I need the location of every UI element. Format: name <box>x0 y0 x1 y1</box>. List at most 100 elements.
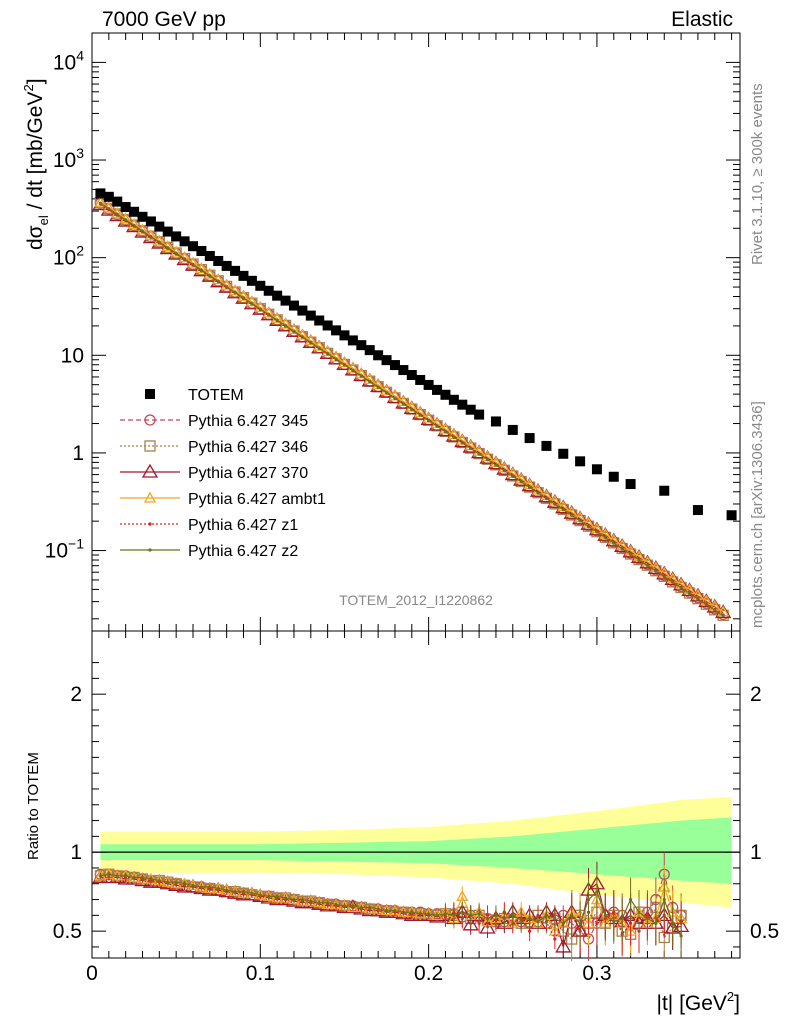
ratio-point-z2 <box>317 901 321 905</box>
point-TOTEM <box>608 471 619 482</box>
legend-label-370: Pythia 6.427 370 <box>188 465 308 482</box>
point-ambt1 <box>296 328 309 340</box>
ratio-point-z2 <box>132 875 136 880</box>
point-TOTEM <box>288 300 299 311</box>
ratio-point-z2 <box>140 875 145 880</box>
point-z2 <box>603 536 607 540</box>
ratio-point-z2 <box>544 913 549 917</box>
ratio-point-z2 <box>309 899 313 903</box>
point-z2 <box>267 313 271 317</box>
point-z2 <box>511 474 515 478</box>
point-z2 <box>292 329 296 333</box>
point-TOTEM <box>221 260 232 271</box>
point-TOTEM <box>507 424 518 435</box>
point-z2 <box>124 218 128 222</box>
point-TOTEM <box>432 384 443 395</box>
point-z2 <box>174 251 178 255</box>
point-z2 <box>225 285 229 289</box>
ratio-ytick-label-right: 1 <box>750 841 762 864</box>
point-TOTEM <box>95 188 106 199</box>
ratio-point-z2 <box>326 901 330 905</box>
main-ylabel: dσel / dt [mb/GeV2] <box>21 78 51 250</box>
ratio-ytick-label-right: 0.5 <box>750 920 779 943</box>
tick-exp: 4 <box>76 47 84 63</box>
ratio-point-z2 <box>225 888 229 892</box>
point-370 <box>698 593 715 608</box>
ratio-ytick-label-right: 2 <box>750 683 762 706</box>
main-ytick-label: 103 <box>53 145 84 172</box>
tick-exp: 2 <box>76 243 84 259</box>
ratio-point-z2 <box>107 872 111 876</box>
ratio-point-z2 <box>553 916 557 921</box>
point-ambt1 <box>287 323 301 335</box>
ratio-point-z2 <box>485 916 490 921</box>
point-TOTEM <box>137 211 148 222</box>
main-plot-frame <box>91 32 741 632</box>
point-TOTEM <box>238 270 249 281</box>
ratio-point-z2 <box>628 897 633 902</box>
point-TOTEM <box>297 305 308 316</box>
ratio-point-z2 <box>671 921 675 925</box>
point-TOTEM <box>322 320 333 331</box>
point-z2 <box>578 519 582 523</box>
ratio-point-370 <box>462 916 479 931</box>
ratio-point-z2 <box>98 874 103 878</box>
point-z2 <box>351 368 355 372</box>
point-TOTEM <box>230 265 241 276</box>
ratio-point-370 <box>555 938 572 953</box>
point-z2 <box>326 352 330 356</box>
point-z2 <box>140 229 145 233</box>
main-ytick-label: 10 <box>61 344 84 367</box>
point-z2 <box>452 435 456 439</box>
point-z2 <box>553 502 557 506</box>
legend-label-ambt1: Pythia 6.427 ambt1 <box>188 491 326 508</box>
ratio-point-z2 <box>511 913 515 917</box>
ratio-point-z2 <box>342 904 347 908</box>
point-z2 <box>275 318 279 322</box>
point-z2 <box>208 273 212 278</box>
ratio-ylabel: Ratio to TOTEM <box>25 752 42 860</box>
point-TOTEM <box>389 360 400 371</box>
main-ytick-label: 10−1 <box>45 536 85 563</box>
point-TOTEM <box>339 330 350 341</box>
point-z2 <box>586 524 591 529</box>
ratio-point-z2 <box>427 912 431 916</box>
ratio-point-z2 <box>536 920 540 924</box>
ratio-point-z2 <box>654 921 658 925</box>
tick-base: 10 <box>53 149 76 172</box>
point-TOTEM <box>347 335 358 346</box>
point-z2 <box>628 552 633 556</box>
point-TOTEM <box>591 464 602 475</box>
ratio-point-z2 <box>283 896 288 900</box>
point-TOTEM <box>474 409 485 420</box>
legend-marker-TOTEM <box>145 389 155 399</box>
point-ambt1 <box>321 345 334 357</box>
point-z2 <box>662 575 666 579</box>
ratio-point-z2 <box>460 910 464 914</box>
point-ambt1 <box>338 356 351 368</box>
ratio-series-group <box>92 852 690 962</box>
point-TOTEM <box>314 315 325 326</box>
legend-marker-z2 <box>148 548 152 552</box>
point-z2 <box>544 497 549 501</box>
point-TOTEM <box>120 202 131 213</box>
ratio-point-ambt1 <box>456 890 469 902</box>
point-z2 <box>410 407 414 412</box>
point-z2 <box>216 279 220 283</box>
point-TOTEM <box>196 246 207 257</box>
main-ytick-label: 102 <box>53 243 84 270</box>
analysis-id-label: TOTEM_2012_I1220862 <box>339 592 493 608</box>
xlabel-sup: 2 <box>727 989 734 1004</box>
series-line-ambt1 <box>100 201 724 613</box>
ratio-point-z2 <box>359 905 363 910</box>
ratio-point-z2 <box>267 894 271 898</box>
ratio-point-z2 <box>393 909 397 913</box>
xtick-label: 0.1 <box>246 962 275 985</box>
point-z2 <box>359 374 363 378</box>
xtick-label: 0 <box>86 962 98 985</box>
ratio-point-z2 <box>502 916 506 921</box>
point-TOTEM <box>187 241 198 252</box>
point-z2 <box>300 335 304 339</box>
ratio-point-z2 <box>384 909 389 913</box>
main-ytick-label: 1 <box>72 442 84 465</box>
